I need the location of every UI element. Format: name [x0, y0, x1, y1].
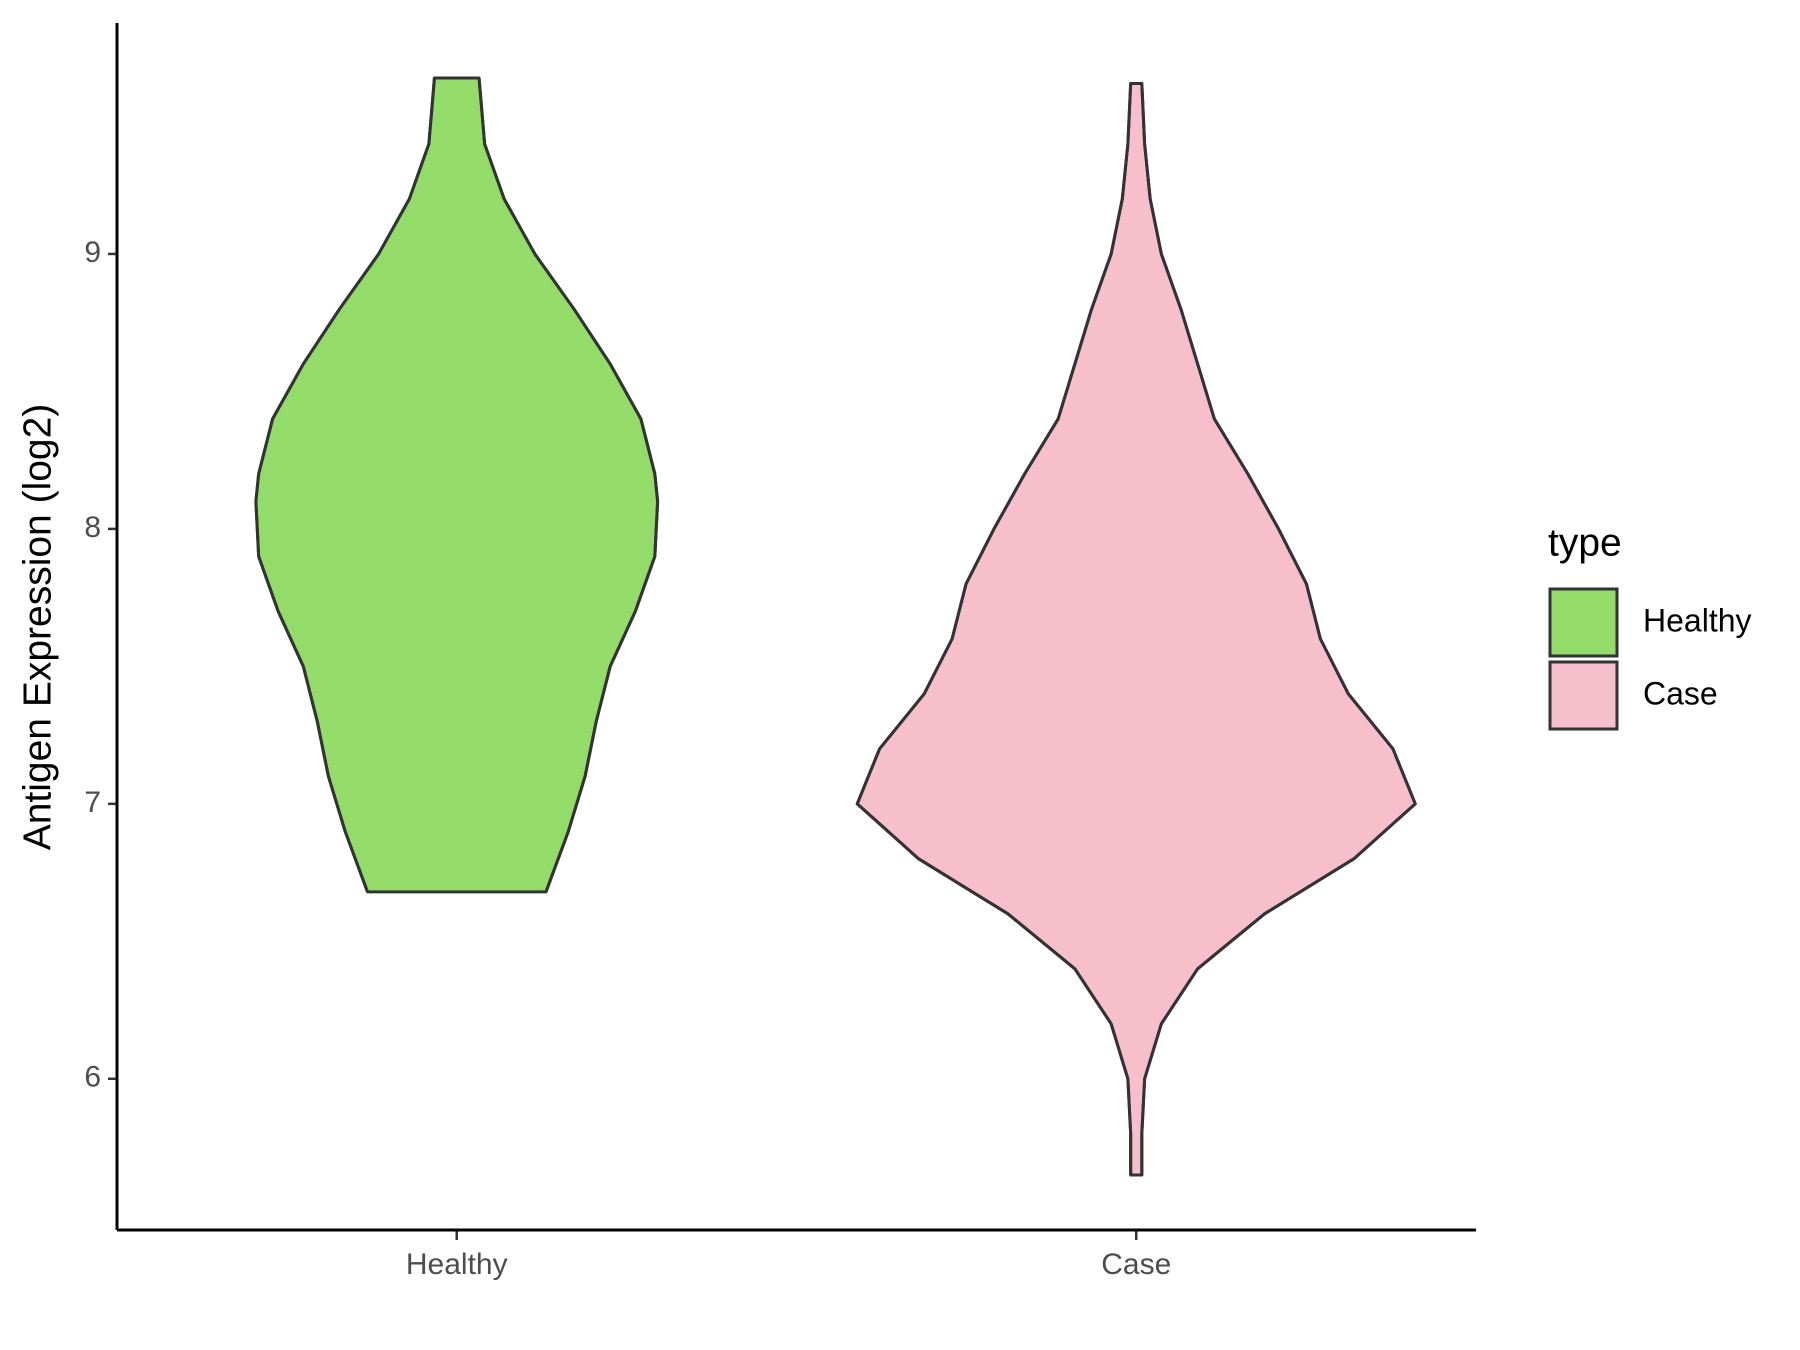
- violin-body: [855, 81, 1417, 1177]
- x-tick-label: Case: [1101, 1248, 1171, 1281]
- violin-right-edge: [1140, 83, 1417, 1176]
- violin-left-edge: [254, 77, 436, 893]
- y-axis-title: Antigen Expression (log2): [16, 404, 59, 851]
- violin-body: [254, 76, 660, 894]
- y-tick-label: 7: [84, 786, 101, 819]
- violin-left-edge: [855, 83, 1133, 1176]
- legend-key: [1548, 660, 1619, 731]
- legend-title: type: [1548, 521, 1622, 564]
- y-tick-label: 6: [84, 1061, 101, 1094]
- violin-right-edge: [477, 77, 660, 893]
- x-tick-label: Healthy: [406, 1248, 508, 1281]
- legend-label: Healthy: [1643, 602, 1752, 638]
- legend-key: [1548, 587, 1619, 658]
- legend-label: Case: [1643, 675, 1718, 711]
- y-tick-label: 8: [84, 511, 101, 544]
- y-tick-label: 9: [84, 236, 101, 269]
